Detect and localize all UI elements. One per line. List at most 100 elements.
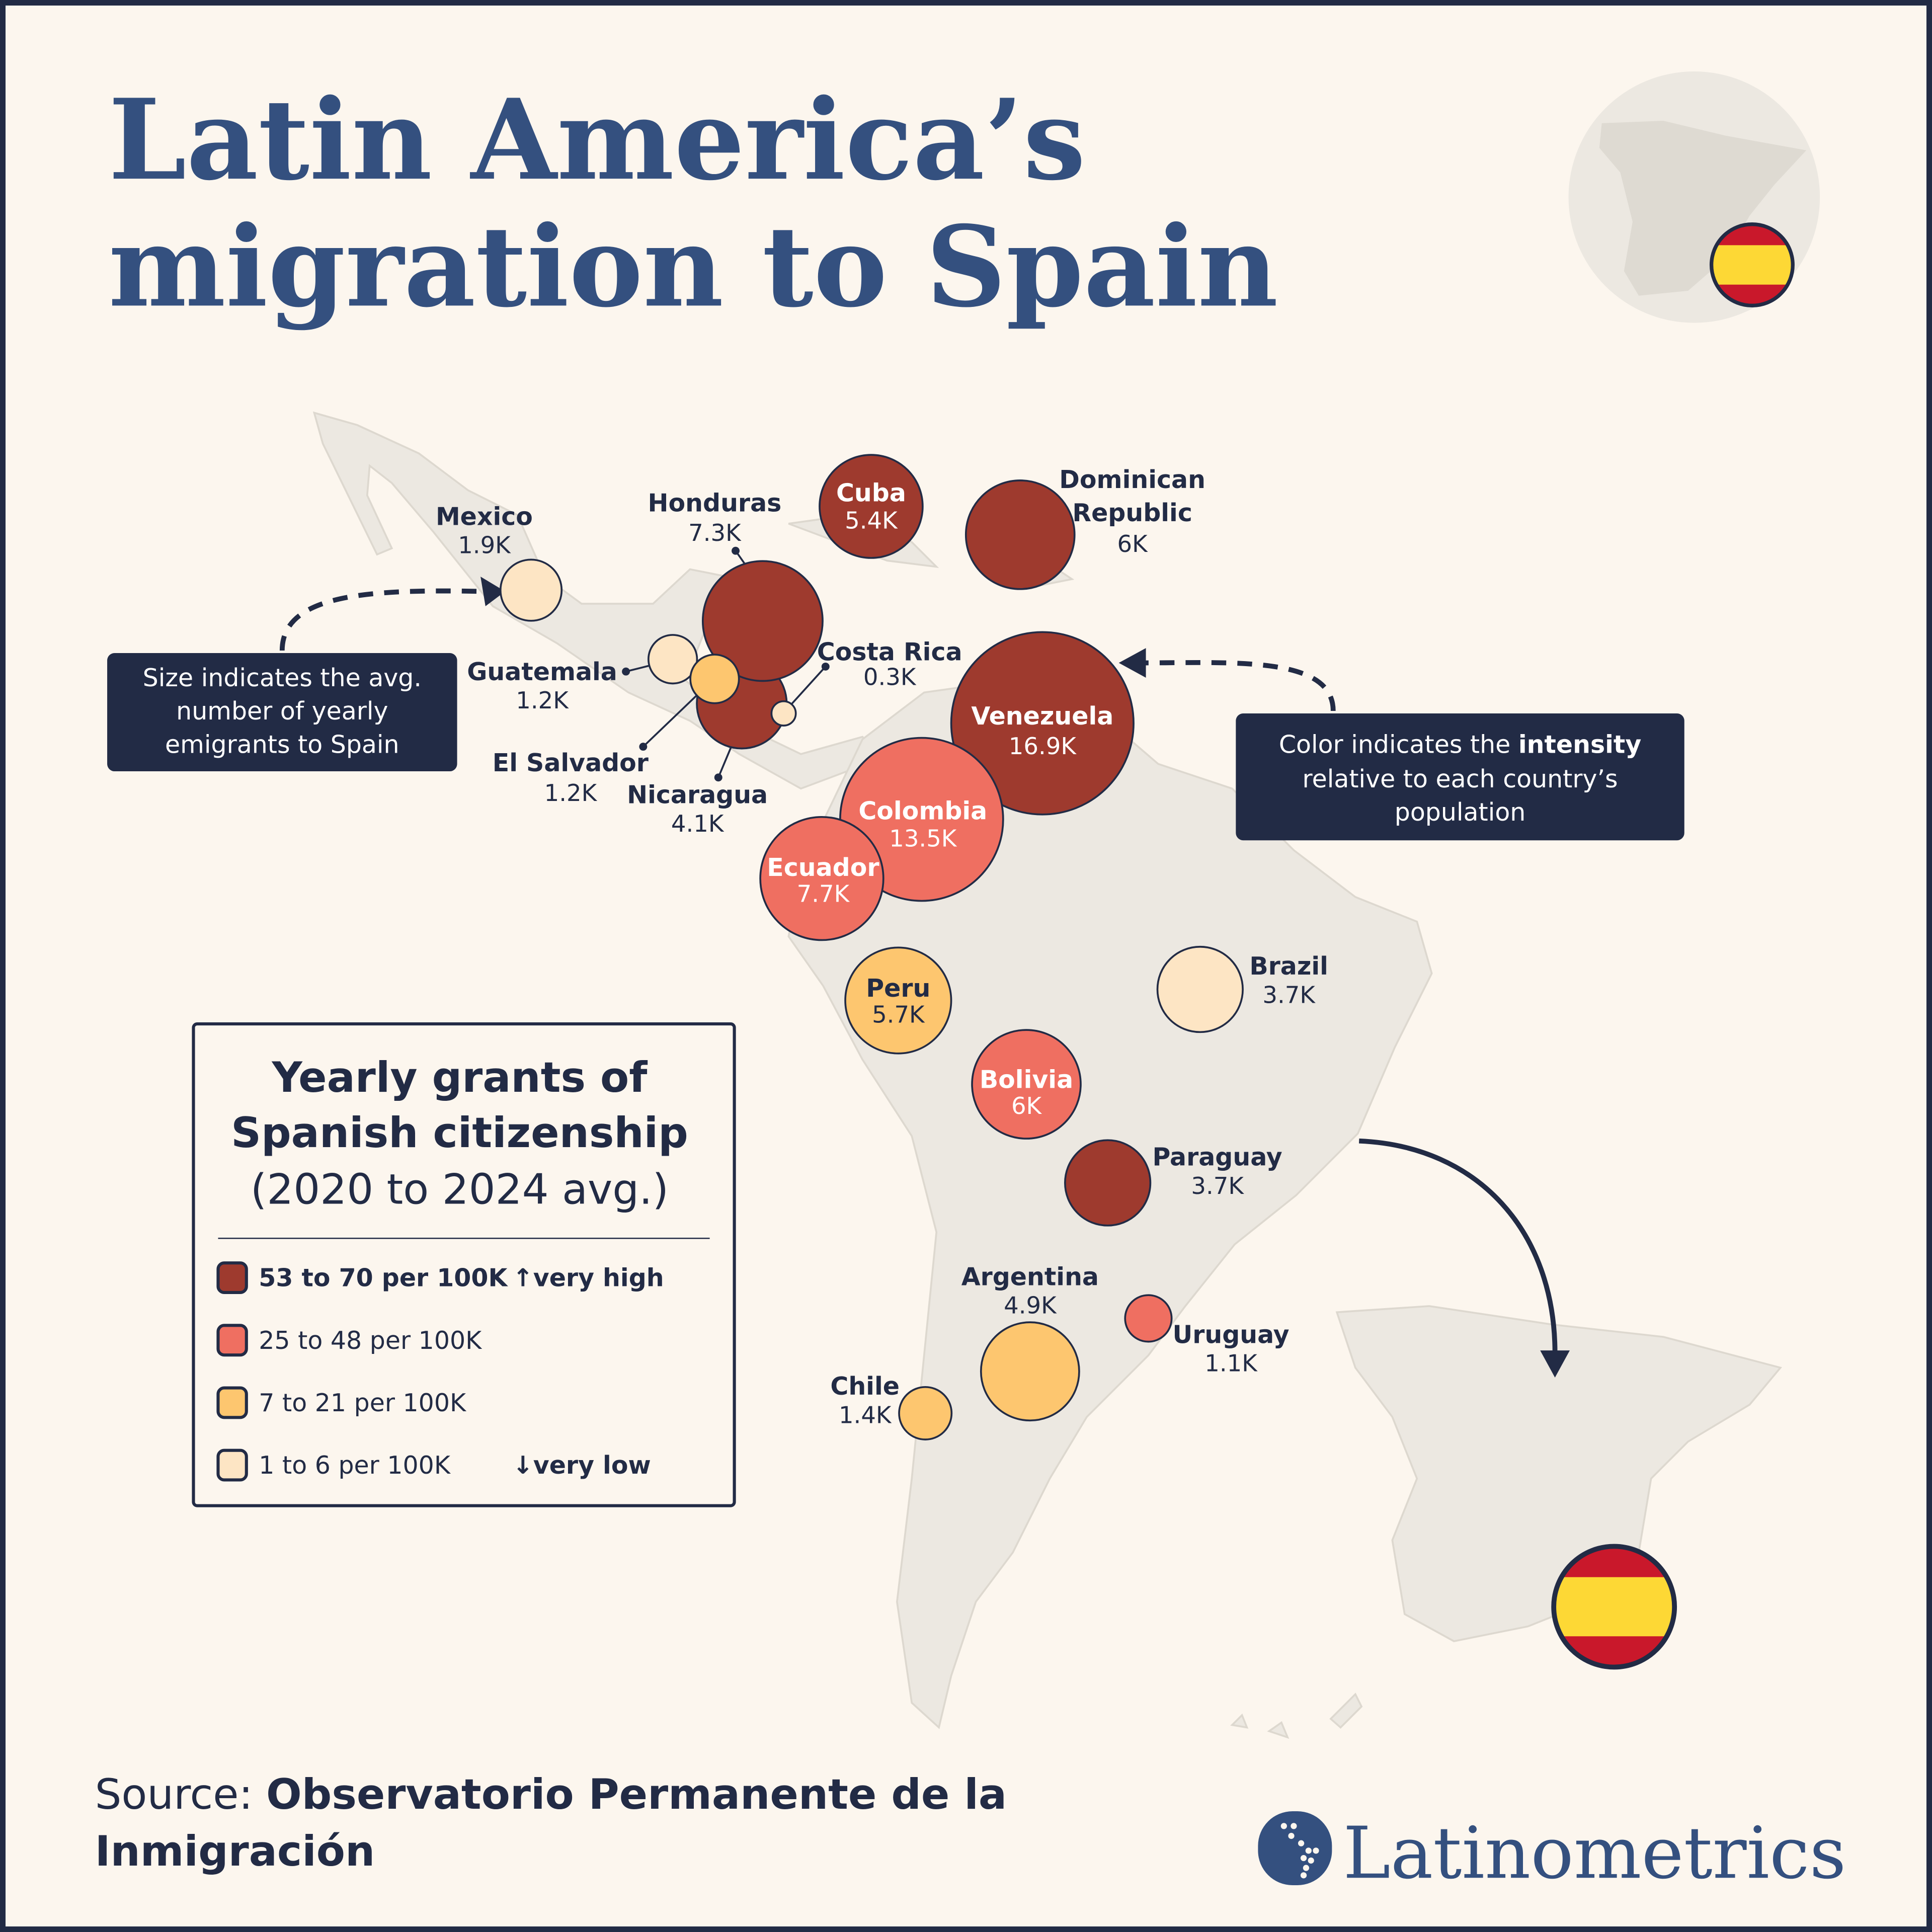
- legend-note: ↓very low: [513, 1451, 651, 1480]
- bubble-cuba: [819, 454, 924, 559]
- legend-label: 25 to 48 per 100K: [259, 1326, 482, 1355]
- spain-flag-icon: [1551, 1544, 1677, 1670]
- legend-label: 53 to 70 per 100K: [259, 1264, 508, 1293]
- country-value-guatemala: 1.2K: [516, 687, 569, 714]
- size-dashed-arrow: [279, 588, 484, 651]
- bubble-bolivia: [971, 1029, 1082, 1140]
- annotation-text: Color indicates the intensity: [1279, 730, 1641, 759]
- country-name-nicaragua: Nicaragua: [627, 781, 768, 810]
- country-name-cuba: Cuba: [836, 479, 906, 508]
- legend: Yearly grants of Spanish citizenship (20…: [192, 1022, 736, 1507]
- country-name-brazil: Brazil: [1249, 952, 1328, 981]
- country-name-ecuador: Ecuador: [767, 853, 879, 882]
- logo-dots: [1280, 1823, 1319, 1879]
- country-value-paraguay: 3.7K: [1191, 1172, 1244, 1199]
- title-line-2: migration to Spain: [109, 201, 1278, 332]
- country-name-dominican-republic: Dominican: [1059, 465, 1205, 494]
- bubble-ecuador: [759, 816, 884, 941]
- size-annotation: Size indicates the avg. number of yearly…: [107, 653, 457, 772]
- country-value-peru: 5.7K: [872, 1001, 925, 1028]
- country-name-argentina: Argentina: [961, 1262, 1099, 1291]
- spain-flag-icon: [1709, 222, 1795, 308]
- country-name-dominican-republic: Republic: [1072, 499, 1192, 527]
- bubble-brazil: [1156, 945, 1244, 1033]
- country-value-mexico: 1.9K: [458, 532, 511, 559]
- country-name-guatemala: Guatemala: [467, 658, 617, 686]
- spain-curved-arrow: [1359, 1138, 1558, 1353]
- country-name-colombia: Colombia: [858, 797, 987, 826]
- source-line-2: Inmigración: [95, 1827, 375, 1876]
- bubble-peru: [844, 946, 952, 1055]
- latinometrics-logo-icon: [1258, 1811, 1332, 1885]
- country-value-venezuela: 16.9K: [1009, 733, 1077, 760]
- annotation-text: emigrants to Spain: [165, 730, 399, 759]
- country-value-uruguay: 1.1K: [1204, 1350, 1258, 1377]
- legend-subtitle: (2020 to 2024 avg.): [251, 1165, 669, 1214]
- legend-title: Yearly grants of: [271, 1053, 648, 1102]
- arrowhead-icon: [1540, 1350, 1570, 1378]
- bubble-costa-rica: [770, 700, 797, 727]
- country-name-paraguay: Paraguay: [1152, 1143, 1282, 1172]
- bubble-guatemala: [648, 634, 698, 685]
- legend-label: 7 to 21 per 100K: [259, 1389, 467, 1417]
- spain-mini-map: [1599, 121, 1807, 296]
- country-value-costa-rica: 0.3K: [863, 664, 917, 691]
- bubble-venezuela: [950, 631, 1135, 816]
- bubble-paraguay: [1064, 1139, 1152, 1227]
- country-value-dominican-republic: 6K: [1117, 530, 1149, 557]
- legend-swatch: [216, 1261, 248, 1295]
- brand-logo: Latinometrics: [1258, 1811, 1846, 1895]
- country-name-venezuela: Venezuela: [971, 702, 1113, 731]
- leader-lines: [622, 546, 830, 782]
- country-value-cuba: 5.4K: [845, 507, 898, 534]
- bubble-uruguay: [1124, 1294, 1173, 1343]
- country-name-peru: Peru: [866, 974, 930, 1003]
- legend-label: 1 to 6 per 100K: [259, 1451, 451, 1480]
- country-value-nicaragua: 4.1K: [671, 810, 725, 837]
- country-name-honduras: Honduras: [648, 489, 782, 517]
- country-name-chile: Chile: [830, 1372, 900, 1401]
- country-value-chile: 1.4K: [839, 1402, 892, 1429]
- legend-swatch: [216, 1386, 248, 1419]
- annotation-text: relative to each country’s: [1303, 765, 1618, 793]
- brand-name: Latinometrics: [1343, 1812, 1846, 1895]
- color-dashed-arrow: [1141, 660, 1336, 711]
- bubble-argentina: [980, 1321, 1080, 1422]
- legend-swatch: [216, 1448, 248, 1482]
- arrowhead-icon: [480, 577, 506, 606]
- source-line-1: Source: Observatorio Permanente de la: [95, 1770, 1007, 1819]
- country-value-honduras: 7.3K: [688, 519, 742, 546]
- country-value-brazil: 3.7K: [1262, 981, 1316, 1008]
- annotation-text: Size indicates the avg.: [143, 664, 422, 692]
- country-value-el-salvador: 1.2K: [544, 779, 598, 807]
- canary-islands-shape: [1230, 1693, 1363, 1739]
- color-annotation: Color indicates the intensity relative t…: [1236, 713, 1684, 841]
- country-name-bolivia: Bolivia: [980, 1065, 1073, 1094]
- arrows: [279, 588, 1558, 1353]
- country-name-uruguay: Uruguay: [1172, 1320, 1289, 1349]
- country-name-costa-rica: Costa Rica: [817, 638, 962, 667]
- bubble-honduras: [701, 560, 824, 682]
- arrowhead-icon: [1118, 648, 1146, 678]
- bubble-mexico: [499, 558, 563, 622]
- spain-badge: [1568, 71, 1820, 323]
- country-value-ecuador: 7.7K: [797, 880, 850, 908]
- country-value-argentina: 4.9K: [1004, 1292, 1057, 1319]
- country-value-bolivia: 6K: [1011, 1092, 1042, 1119]
- country-value-colombia: 13.5K: [889, 825, 957, 852]
- bubble-el-salvador: [689, 654, 740, 704]
- legend-swatch: [216, 1324, 248, 1357]
- country-name-el-salvador: El Salvador: [493, 749, 649, 777]
- bubble-dominican-republic: [964, 479, 1076, 590]
- title-line-1: Latin America’s: [109, 74, 1086, 205]
- legend-title: Spanish citizenship: [231, 1108, 688, 1157]
- bubbles-layer: [499, 454, 1244, 1440]
- annotation-text: number of yearly: [176, 697, 388, 726]
- legend-note: ↑very high: [513, 1264, 664, 1293]
- country-name-mexico: Mexico: [436, 502, 533, 531]
- annotation-text: population: [1395, 798, 1526, 827]
- bubble-chile: [898, 1386, 953, 1440]
